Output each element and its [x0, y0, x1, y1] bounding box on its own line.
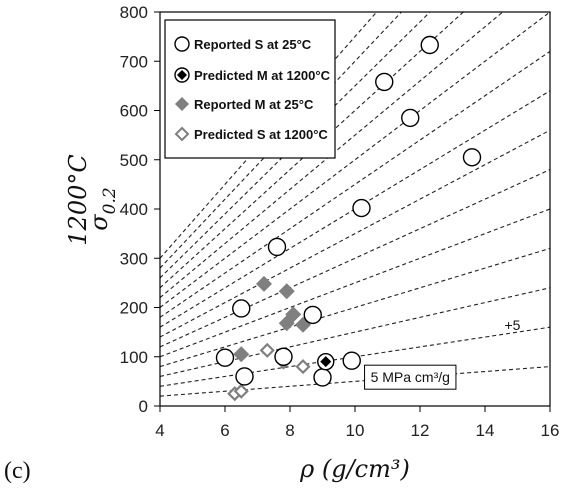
reference-line-slope-35 [160, 129, 550, 338]
x-axis-label: ρ (g/cm³) [299, 455, 410, 483]
point-open-circle-7 [313, 368, 332, 387]
y-tick-label: 400 [120, 200, 148, 219]
point-open-circle-5 [274, 347, 293, 366]
line-annotations: +5 5 MPa cm³/g [364, 317, 521, 390]
legend: Reported S at 25°C Predicted M at 1200°C… [164, 19, 336, 159]
legend-marker-reported-s [174, 36, 190, 52]
x-tick-label: 4 [155, 421, 164, 440]
reference-line-slope-20 [160, 247, 550, 368]
y-tick-label: 100 [120, 348, 148, 367]
y-tick-label: 800 [120, 3, 148, 22]
reference-line-slope-30 [160, 169, 550, 348]
x-tick-label: 6 [220, 421, 229, 440]
y-axis-label-main: σ [85, 214, 113, 231]
point-open-circle-13 [462, 148, 482, 167]
y-tick-label: 0 [139, 397, 148, 416]
panel-label: (c) [4, 458, 31, 484]
point-open-diamond-2 [233, 383, 249, 399]
point-open-circle-1 [215, 348, 235, 367]
point-open-circle-10 [375, 72, 394, 92]
legend-box [164, 19, 336, 159]
reference-line-slope-60 [160, 12, 465, 289]
legend-label-reported-m: Reported M at 25°C [194, 97, 314, 112]
point-open-circle-3 [235, 367, 254, 386]
reference-line-slope-65 [160, 12, 431, 279]
x-tick-label: 8 [285, 421, 294, 440]
reference-line-slope-45 [160, 50, 550, 318]
annotation-box [364, 364, 457, 390]
legend-marker-predicted-s [174, 126, 190, 142]
annotation-plus5: +5 [505, 317, 521, 333]
point-open-circle-8 [342, 351, 361, 370]
point-open-diamond-3 [259, 342, 275, 358]
y-axis-label-sub: 0.2 [100, 187, 120, 214]
legend-label-predicted-s: Predicted S at 1200°C [194, 127, 328, 142]
legend-label-predicted-m: Predicted M at 1200°C [194, 68, 331, 83]
x-tick-label: 12 [411, 421, 430, 440]
reference-line-slope-55 [160, 12, 504, 299]
legend-marker-predicted-m-diamond [177, 70, 187, 80]
legend-label-reported-s: Reported S at 25°C [194, 37, 312, 52]
x-axis: 4 6 8 10 12 14 16 [155, 406, 559, 440]
y-tick-label: 300 [120, 249, 148, 268]
point-open-circle-4 [267, 237, 287, 257]
reference-line-slope-70 [160, 12, 403, 269]
point-open-diamond-4 [295, 359, 311, 375]
point-filled-diamond-1 [233, 346, 250, 363]
point-open-circle-11 [401, 108, 420, 128]
point-open-circle-12 [420, 35, 439, 55]
y-axis-label: σ0.2 [85, 187, 120, 230]
data-points [215, 35, 482, 402]
legend-marker-reported-m [175, 97, 189, 111]
y-tick-label: 600 [120, 102, 148, 121]
y-tick-label: 200 [120, 299, 148, 318]
point-black-diamond-in-circle-1-diamond [320, 356, 332, 368]
y-tick-label: 500 [120, 151, 148, 170]
point-open-circle-2 [232, 299, 251, 318]
point-filled-diamond-3 [278, 283, 295, 300]
point-filled-diamond-2 [256, 275, 272, 292]
reference-line-slope-40 [160, 90, 550, 328]
y-tick-label: 700 [120, 52, 148, 71]
y-axis: 0 100 200 300 400 500 600 700 800 [120, 3, 160, 416]
point-open-circle-6 [303, 305, 322, 325]
y-axis-label-superscript: 1200°C [64, 154, 92, 245]
x-tick-label: 10 [346, 421, 365, 440]
x-tick-label: 14 [476, 421, 495, 440]
reference-line-slope-75 [160, 12, 378, 259]
reference-line-slope-50 [160, 12, 550, 308]
reference-line-slope-25 [160, 208, 550, 358]
point-open-circle-9 [352, 198, 371, 218]
annotation-5mpa: 5 MPa cm³/g [371, 369, 450, 385]
x-tick-label: 16 [541, 421, 560, 440]
point-filled-diamond-5 [285, 306, 302, 323]
reference-line-slope-5 [160, 366, 550, 397]
